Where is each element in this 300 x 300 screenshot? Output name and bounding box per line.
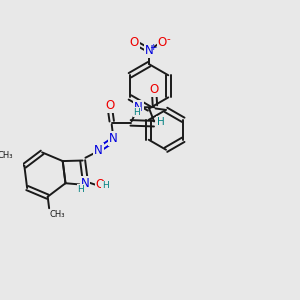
Text: O: O — [150, 83, 159, 96]
Text: +: + — [149, 43, 157, 52]
Text: O: O — [106, 99, 115, 112]
Text: N: N — [109, 132, 118, 146]
Text: N: N — [80, 177, 89, 190]
Text: -: - — [167, 34, 170, 44]
Text: H: H — [102, 182, 109, 190]
Text: N: N — [145, 44, 154, 57]
Text: N: N — [134, 101, 143, 114]
Text: O: O — [95, 178, 105, 191]
Text: H: H — [134, 108, 140, 117]
Text: H: H — [78, 185, 84, 194]
Text: N: N — [94, 143, 103, 157]
Text: O: O — [130, 36, 139, 49]
Text: CH₃: CH₃ — [49, 211, 64, 220]
Text: CH₃: CH₃ — [0, 151, 13, 160]
Text: O: O — [158, 35, 167, 49]
Text: H: H — [157, 117, 165, 127]
